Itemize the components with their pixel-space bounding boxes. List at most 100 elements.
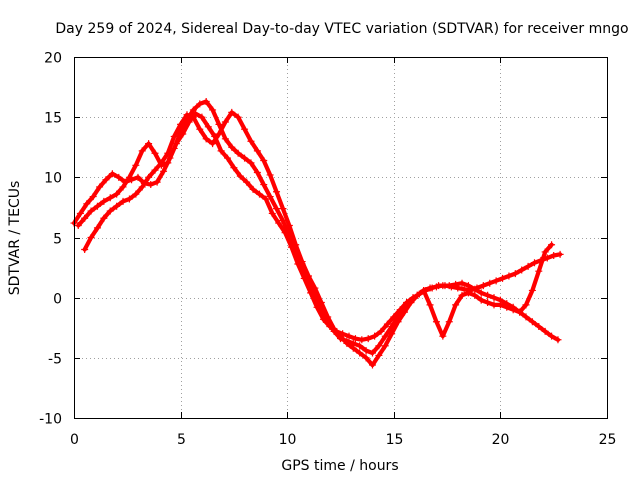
data-point-marker [554,336,562,344]
data-point-marker [266,171,274,179]
data-point-marker [285,221,293,229]
data-point-marker [81,246,89,254]
data-point-marker [522,313,530,321]
data-point-marker [221,118,229,126]
x-axis-ticks: 0 5 10 15 20 25 [70,57,616,448]
data-point-marker [426,284,434,292]
series-3 [81,108,556,369]
x-tick-label: 15 [386,432,404,448]
data-point-marker [477,296,485,304]
data-point-marker [202,98,210,106]
data-point-marker [486,279,494,287]
data-point-marker [505,272,513,280]
data-point-marker [343,339,351,347]
x-tick-label: 5 [177,432,186,448]
data-point-marker [524,262,532,270]
data-point-marker [464,289,472,297]
data-point-marker [375,351,383,359]
data-point-marker [458,279,466,287]
data-point-marker [511,270,519,278]
data-point-marker [499,274,507,282]
data-point-marker [368,349,376,357]
data-point-marker [228,108,236,116]
data-point-marker [279,205,287,213]
data-point-marker [330,325,338,333]
data-point-marker [362,354,370,362]
data-point-marker [234,149,242,157]
data-point-marker [132,190,140,198]
x-tick-label: 10 [279,432,297,448]
data-point-marker [298,258,306,266]
data-point-marker [358,336,366,344]
data-point-marker [177,120,185,128]
data-point-marker [535,267,543,275]
data-point-marker [518,266,526,274]
data-point-marker [196,100,204,108]
data-point-marker [247,159,255,167]
data-point-marker [202,135,210,143]
y-tick-label: -10 [39,412,62,428]
data-point-marker [381,332,389,340]
data-marks [70,98,564,369]
data-point-marker [516,308,524,316]
x-tick-label: 20 [492,432,510,448]
data-point-marker [471,285,479,293]
data-point-marker [115,173,123,181]
data-point-marker [196,125,204,133]
data-point-marker [260,181,268,189]
data-point-marker [241,154,249,162]
data-point-marker [224,154,232,162]
data-point-marker [356,342,364,350]
data-point-marker [362,347,370,355]
data-point-marker [364,335,372,343]
data-point-marker [445,282,453,290]
y-tick-label: 20 [44,51,62,67]
data-point-marker [76,209,84,217]
data-point-marker [413,291,421,299]
data-point-marker [484,298,492,306]
data-point-marker [209,140,217,148]
data-point-marker [375,342,383,350]
data-point-marker [383,320,391,328]
data-point-marker [234,113,242,121]
data-point-marker [490,294,498,302]
data-point-marker [420,286,428,294]
data-point-marker [160,167,168,175]
data-point-marker [151,166,159,174]
data-point-marker [345,332,353,340]
data-point-marker [262,195,270,203]
data-point-marker [164,149,172,157]
data-point-marker [87,207,95,215]
data-point-marker [113,190,121,198]
data-point-marker [100,214,108,222]
data-point-marker [268,209,276,217]
data-point-marker [189,113,197,121]
data-point-marker [541,327,549,335]
data-point-marker [81,214,89,222]
data-point-marker [509,306,517,314]
data-point-marker [138,147,146,155]
data-point-marker [432,283,440,291]
data-point-marker [479,282,487,290]
data-point-marker [125,173,133,181]
data-point-marker [522,301,530,309]
data-point-marker [400,308,408,316]
data-point-marker [273,188,281,196]
data-point-marker [87,234,95,241]
data-point-marker [492,277,500,285]
data-point-marker [458,291,466,299]
data-point-marker [452,280,460,288]
data-point-marker [119,197,127,205]
data-point-marker [452,301,460,309]
data-point-marker [337,332,344,340]
data-point-marker [377,327,385,335]
data-point-marker [125,195,133,203]
data-point-marker [164,159,172,167]
x-tick-label: 25 [599,432,617,448]
data-point-marker [548,332,556,340]
data-point-marker [138,183,146,191]
data-point-marker [439,282,447,290]
y-tick-label: 10 [44,171,62,187]
data-point-marker [273,205,281,213]
